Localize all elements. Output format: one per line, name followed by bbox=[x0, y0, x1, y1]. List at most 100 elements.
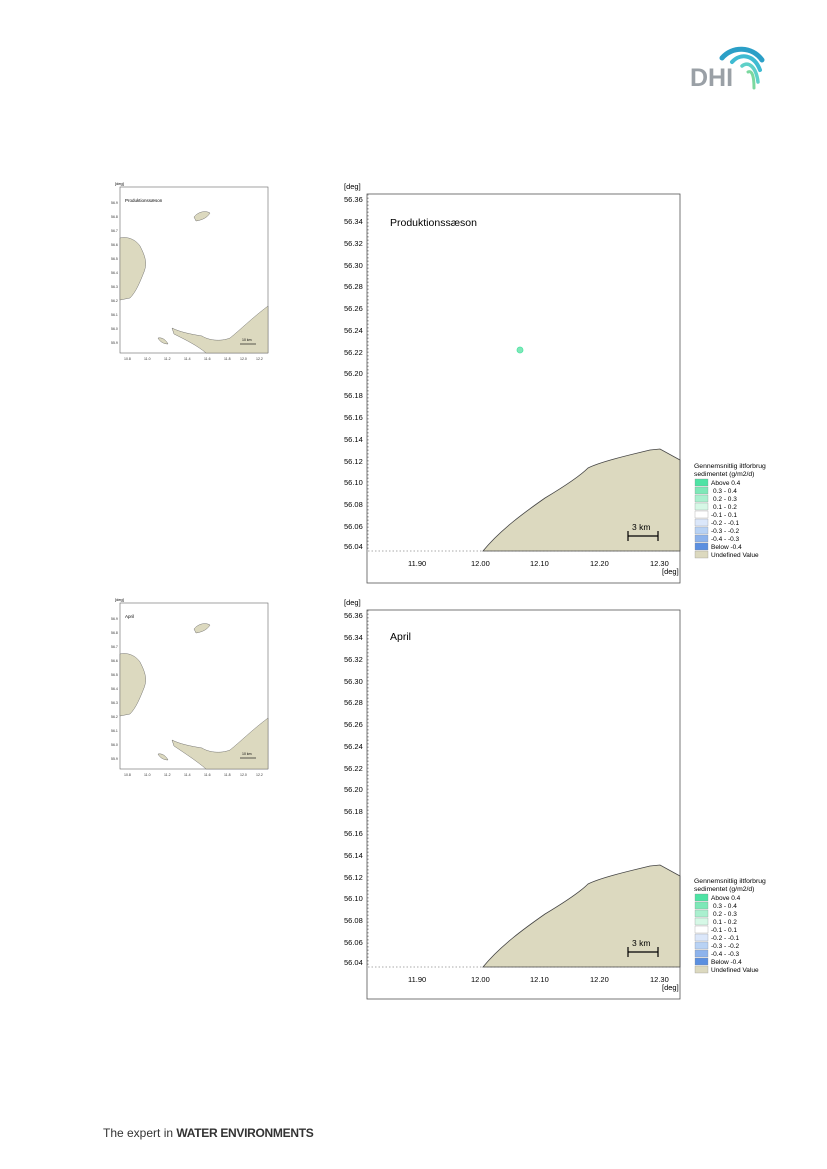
tick-label: 56.24 bbox=[344, 326, 363, 335]
x-unit-label: [deg] bbox=[662, 567, 679, 576]
legend-item: Below -0.4 bbox=[711, 544, 742, 551]
legend-item: 0.3 - 0.4 bbox=[713, 488, 737, 495]
legend-swatch bbox=[694, 494, 709, 503]
legend-items: Above 0.4 0.3 - 0.4 0.2 - 0.3 0.1 - 0.2 … bbox=[694, 893, 759, 974]
tick-label: 12.2 bbox=[256, 773, 263, 777]
tick-label: 12.30 bbox=[650, 559, 669, 568]
thumb-y-ticks: 56.9 56.8 56.7 56.6 56.5 56.4 56.3 56.2 … bbox=[111, 617, 118, 761]
overview-map-1: [deg] Produktionssæson 56.9 56.8 56.7 56… bbox=[111, 181, 269, 361]
tick-label: 56.5 bbox=[111, 673, 118, 677]
tick-label: 12.20 bbox=[590, 975, 609, 984]
legend-item: -0.3 - -0.2 bbox=[711, 528, 740, 535]
tick-label: 12.0 bbox=[240, 773, 247, 777]
legend-item: 0.1 - 0.2 bbox=[713, 504, 737, 511]
legend-swatch bbox=[694, 518, 709, 527]
legend-item: Undefined Value bbox=[711, 552, 759, 559]
tick-label: 12.30 bbox=[650, 975, 669, 984]
legend-swatch bbox=[694, 901, 709, 910]
tick-label: 12.20 bbox=[590, 559, 609, 568]
x-ticks: 11.90 12.00 12.10 12.20 12.30 [deg] bbox=[408, 975, 679, 992]
legend-swatch bbox=[694, 925, 709, 934]
tick-label: 56.26 bbox=[344, 720, 363, 729]
tick-label: 55.9 bbox=[111, 341, 118, 345]
legend-swatch bbox=[694, 502, 709, 511]
tick-label: 10.8 bbox=[124, 357, 131, 361]
logo-text: DHI bbox=[690, 64, 734, 92]
tick-label: 56.18 bbox=[344, 391, 363, 400]
legend-swatch bbox=[694, 510, 709, 519]
legend-swatch bbox=[694, 965, 709, 974]
tick-label: 56.14 bbox=[344, 435, 363, 444]
tick-label: 56.5 bbox=[111, 257, 118, 261]
land-polygon bbox=[482, 448, 681, 552]
tick-label: 12.10 bbox=[530, 559, 549, 568]
legend-swatch bbox=[694, 941, 709, 950]
legend-swatch bbox=[694, 478, 709, 487]
tick-label: 56.1 bbox=[111, 729, 118, 733]
tick-label: 56.36 bbox=[344, 195, 363, 204]
legend-title-line2: sedimentet (g/m2/d) bbox=[694, 886, 754, 893]
tick-label: 56.9 bbox=[111, 201, 118, 205]
thumb-scale-bar: 10 km bbox=[240, 752, 256, 759]
tick-label: 11.2 bbox=[164, 357, 171, 361]
tick-label: 10.8 bbox=[124, 773, 131, 777]
thumb-scale-bar: 10 km bbox=[240, 338, 256, 345]
tick-label: 11.0 bbox=[144, 357, 151, 361]
tick-label: 56.04 bbox=[344, 958, 363, 967]
tick-label: 56.22 bbox=[344, 764, 363, 773]
tick-label: 56.08 bbox=[344, 500, 363, 509]
legend-item: -0.1 - 0.1 bbox=[711, 512, 737, 519]
legend-swatch bbox=[694, 917, 709, 926]
legend-item: -0.1 - 0.1 bbox=[711, 927, 737, 934]
tick-label: 56.12 bbox=[344, 873, 363, 882]
tick-label: 11.2 bbox=[164, 773, 171, 777]
tick-label: 56.28 bbox=[344, 282, 363, 291]
legend-swatch bbox=[694, 542, 709, 551]
y-unit-label: [deg] bbox=[344, 182, 361, 191]
y-ticks: 56.36 56.34 56.32 56.30 56.28 56.26 56.2… bbox=[344, 195, 363, 551]
tick-label: 56.9 bbox=[111, 617, 118, 621]
tick-label: 56.4 bbox=[111, 687, 118, 691]
legend-item: -0.2 - -0.1 bbox=[711, 520, 740, 527]
scale-bar: 3 km bbox=[627, 938, 659, 957]
scale-bar-label: 3 km bbox=[632, 938, 650, 948]
tick-label: 56.34 bbox=[344, 633, 363, 642]
thumb-land bbox=[119, 211, 269, 354]
legend-title-line2: sedimentet (g/m2/d) bbox=[694, 471, 754, 478]
thumb-x-ticks: 10.8 11.0 11.2 11.4 11.6 11.8 12.0 12.2 bbox=[124, 773, 263, 777]
legend-item: 0.3 - 0.4 bbox=[713, 903, 737, 910]
y-unit-label: [deg] bbox=[344, 598, 361, 607]
tick-label: 11.0 bbox=[144, 773, 151, 777]
tick-label: 56.06 bbox=[344, 522, 363, 531]
tick-label: 11.90 bbox=[408, 975, 426, 984]
tick-label: 56.6 bbox=[111, 243, 118, 247]
tick-label: 56.12 bbox=[344, 457, 363, 466]
tick-label: 56.10 bbox=[344, 478, 363, 487]
tick-label: 11.90 bbox=[408, 559, 426, 568]
thumb-deg-label: [deg] bbox=[115, 597, 124, 602]
legend-item: -0.4 - -0.3 bbox=[711, 536, 740, 543]
tick-label: 56.2 bbox=[111, 299, 118, 303]
thumb-title: Produktionssæson bbox=[125, 198, 163, 203]
x-ticks: 11.90 12.00 12.10 12.20 12.30 [deg] bbox=[408, 559, 679, 576]
tick-label: 56.8 bbox=[111, 215, 118, 219]
tick-label: 11.4 bbox=[184, 357, 191, 361]
thumb-x-ticks: 10.8 11.0 11.2 11.4 11.6 11.8 12.0 12.2 bbox=[124, 357, 263, 361]
tick-label: 56.04 bbox=[344, 542, 363, 551]
tick-label: 56.14 bbox=[344, 851, 363, 860]
tick-label: 56.22 bbox=[344, 348, 363, 357]
detail-map-2: [deg] April 56.36 56.34 56.32 56.30 56.2… bbox=[344, 598, 681, 1000]
tick-label: 56.20 bbox=[344, 785, 363, 794]
tick-label: 56.4 bbox=[111, 271, 118, 275]
tick-label: 56.16 bbox=[344, 829, 363, 838]
legend-title-line1: Gennemsnitlig iltforbrug bbox=[694, 463, 766, 470]
legend-swatch bbox=[694, 486, 709, 495]
tick-label: 11.6 bbox=[204, 773, 211, 777]
tick-label: 56.36 bbox=[344, 611, 363, 620]
scale-bar-label: 3 km bbox=[632, 522, 650, 532]
x-unit-label: [deg] bbox=[662, 983, 679, 992]
footer-tagline: The expert in WATER ENVIRONMENTS bbox=[103, 1126, 314, 1140]
legend-item: -0.4 - -0.3 bbox=[711, 951, 740, 958]
tick-label: 56.30 bbox=[344, 261, 363, 270]
legend-swatch bbox=[694, 893, 709, 902]
